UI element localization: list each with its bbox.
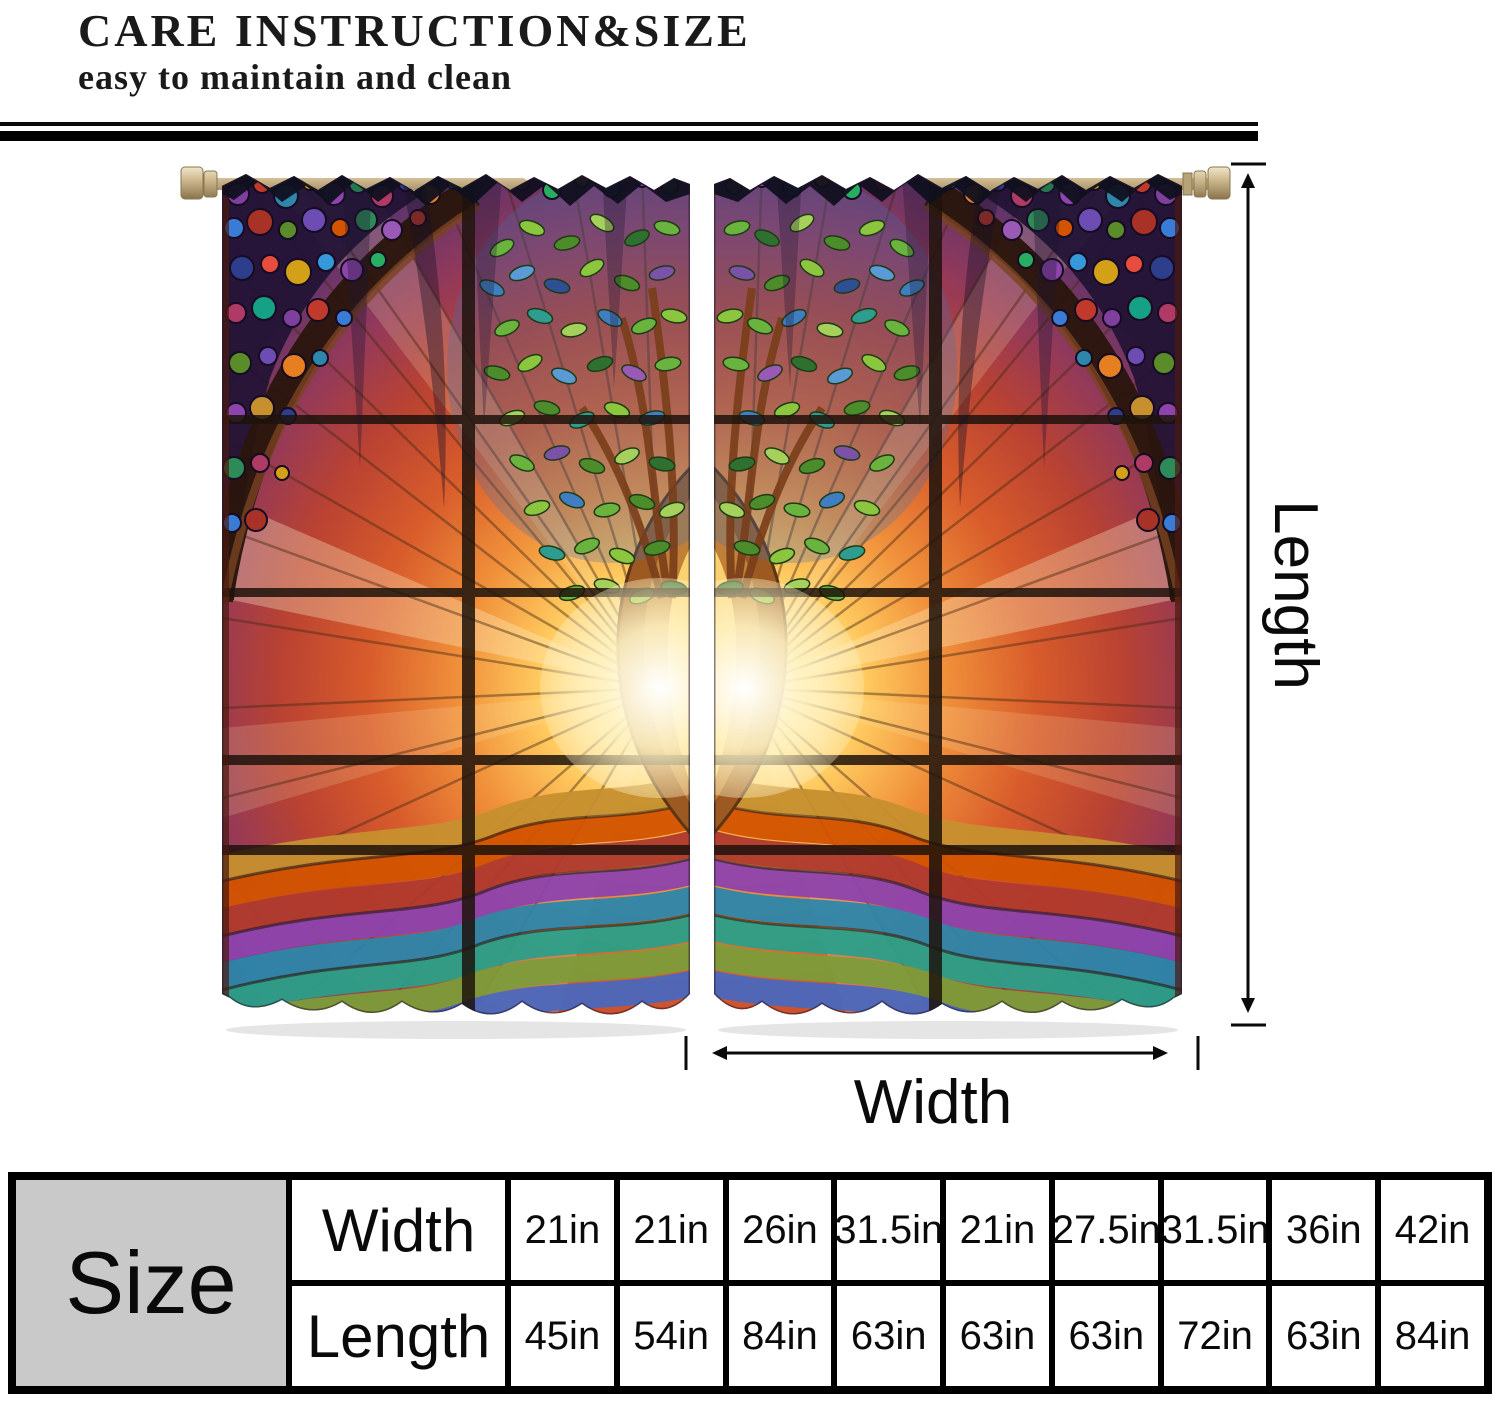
size-table: Size Width 21in 21in 26in 31.5in 21in 27… xyxy=(8,1172,1492,1394)
panel-shadow-left xyxy=(226,1021,686,1039)
page-subtitle: easy to maintain and clean xyxy=(78,57,513,97)
width-value: 27.5in xyxy=(1054,1180,1158,1280)
length-arrow xyxy=(1231,162,1266,1027)
width-value: 21in xyxy=(619,1180,723,1280)
width-value: 31.5in xyxy=(1163,1180,1267,1280)
size-table-length-row-label: Length xyxy=(292,1286,505,1386)
width-value: 31.5in xyxy=(837,1180,941,1280)
size-table-width-row-label: Width xyxy=(292,1180,505,1280)
length-value: 72in xyxy=(1163,1286,1267,1386)
length-value: 63in xyxy=(837,1286,941,1386)
length-value: 63in xyxy=(1054,1286,1158,1386)
curtain-panel-right xyxy=(624,168,1186,1052)
width-value: 42in xyxy=(1381,1180,1484,1280)
length-value: 54in xyxy=(619,1286,723,1386)
width-value: 26in xyxy=(728,1180,832,1280)
width-value: 21in xyxy=(946,1180,1049,1280)
curtain-panel-left xyxy=(218,168,780,1052)
panel-shadow-right xyxy=(718,1021,1178,1039)
size-table-corner-label: Size xyxy=(16,1180,286,1386)
length-dimension-label: Length xyxy=(1261,500,1330,690)
width-value: 21in xyxy=(511,1180,614,1280)
divider-line-thick xyxy=(0,131,1258,141)
length-value: 63in xyxy=(1272,1286,1376,1386)
width-arrow xyxy=(684,1036,1200,1070)
length-value: 84in xyxy=(1381,1286,1484,1386)
length-value: 63in xyxy=(946,1286,1049,1386)
width-dimension-label: Width xyxy=(853,1068,1013,1137)
length-value: 84in xyxy=(728,1286,832,1386)
width-value: 36in xyxy=(1272,1180,1376,1280)
divider-line-thin xyxy=(0,122,1258,126)
rod-finial-left xyxy=(180,166,218,200)
length-value: 45in xyxy=(511,1286,614,1386)
rod-finial-right xyxy=(1182,166,1231,200)
page-title: CARE INSTRUCTION&SIZE xyxy=(78,5,751,56)
